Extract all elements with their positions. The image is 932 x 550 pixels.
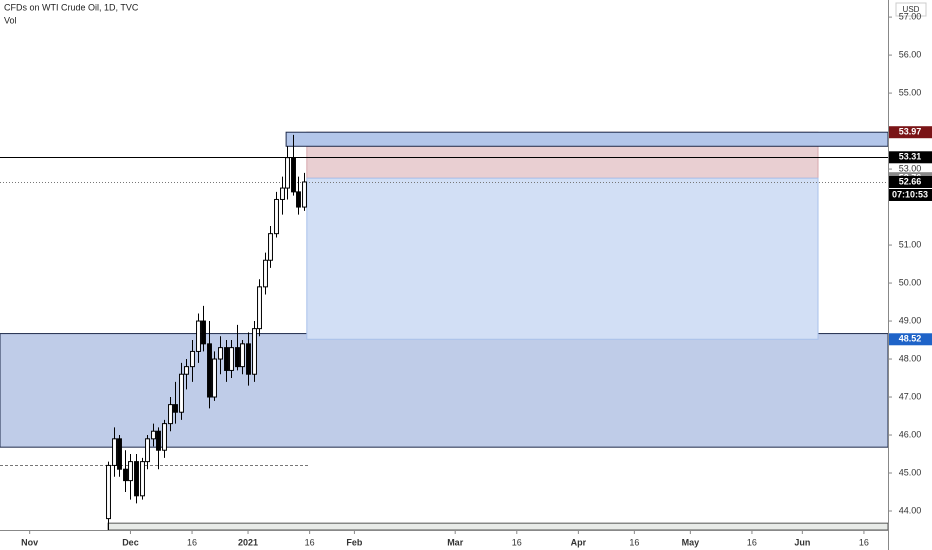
x-tick-label: Feb bbox=[346, 537, 363, 547]
price-label: 53.97 bbox=[899, 127, 922, 137]
y-tick-label: 45.00 bbox=[899, 467, 922, 477]
countdown-box bbox=[889, 188, 932, 201]
candle-body bbox=[296, 191, 301, 208]
price-label-box bbox=[889, 126, 932, 139]
candle-body bbox=[151, 430, 156, 440]
candle-body bbox=[173, 404, 178, 413]
indicator-label: Vol bbox=[4, 15, 17, 25]
candle-body bbox=[224, 347, 229, 371]
x-tick-label: Dec bbox=[122, 537, 139, 547]
price-label-box bbox=[889, 333, 932, 346]
candle-body bbox=[196, 320, 201, 352]
candle-body bbox=[280, 187, 285, 200]
candle-body bbox=[212, 358, 217, 398]
candle-body bbox=[156, 430, 161, 451]
candle-body bbox=[274, 198, 279, 235]
plot-area bbox=[0, 131, 889, 531]
x-tick-label: Apr bbox=[571, 537, 587, 547]
price-label: 52.66 bbox=[899, 176, 922, 186]
candle-body bbox=[207, 343, 212, 398]
y-tick-label: 48.00 bbox=[899, 353, 922, 363]
price-label: 48.52 bbox=[899, 334, 922, 344]
y-tick-label: 56.00 bbox=[899, 49, 922, 59]
candle-body bbox=[184, 366, 189, 375]
zone bbox=[285, 131, 889, 147]
price-label-box bbox=[889, 175, 932, 188]
candle-body bbox=[302, 181, 307, 208]
y-tick-label: 47.00 bbox=[899, 391, 922, 401]
zone bbox=[0, 333, 889, 448]
candle-body bbox=[112, 438, 117, 466]
candle-body bbox=[268, 233, 273, 261]
candle-body bbox=[168, 404, 173, 425]
candle-body bbox=[201, 320, 206, 345]
candle-body bbox=[117, 438, 122, 470]
candle-body bbox=[235, 347, 240, 368]
zone bbox=[107, 522, 889, 531]
x-tick-label: 16 bbox=[747, 537, 757, 547]
x-tick-label: Jun bbox=[794, 537, 810, 547]
price-label: 53.31 bbox=[899, 152, 922, 162]
y-tick-label: 50.00 bbox=[899, 277, 922, 287]
y-tick-label: 44.00 bbox=[899, 505, 922, 515]
candle-body bbox=[257, 286, 262, 330]
candle-body bbox=[218, 347, 223, 360]
y-tick-label: 55.00 bbox=[899, 87, 922, 97]
y-tick-label: 53.00 bbox=[899, 163, 922, 173]
candle-body bbox=[145, 438, 150, 463]
candle-body bbox=[106, 464, 111, 520]
countdown: 07:10:53 bbox=[892, 189, 928, 199]
y-tick-label: 51.00 bbox=[899, 239, 922, 249]
candle-body bbox=[162, 423, 167, 451]
candle-body bbox=[128, 461, 133, 482]
candle-body bbox=[263, 259, 268, 288]
y-tick-label: 46.00 bbox=[899, 429, 922, 439]
candle-body bbox=[190, 350, 195, 368]
x-tick-label: 16 bbox=[859, 537, 869, 547]
x-tick-label: 16 bbox=[305, 537, 315, 547]
candle-body bbox=[140, 461, 145, 497]
candle-body bbox=[229, 347, 234, 371]
candle-body bbox=[123, 468, 128, 482]
candle-body bbox=[291, 157, 296, 193]
x-tick-label: 16 bbox=[629, 537, 639, 547]
chart-title: CFDs on WTI Crude Oil, 1D, TVC bbox=[4, 2, 139, 12]
candle-body bbox=[134, 461, 139, 497]
zone bbox=[306, 177, 819, 340]
candle-body bbox=[252, 328, 257, 375]
candle-body bbox=[179, 373, 184, 413]
x-tick-label: Mar bbox=[447, 537, 464, 547]
candle-body bbox=[240, 343, 245, 368]
currency[interactable]: USD bbox=[903, 5, 920, 14]
price-label-box bbox=[889, 151, 932, 164]
y-tick-label: 49.00 bbox=[899, 315, 922, 325]
currency-box[interactable] bbox=[895, 2, 927, 17]
candle-body bbox=[246, 343, 251, 375]
candle-body bbox=[285, 157, 290, 189]
x-tick-label: Nov bbox=[21, 537, 38, 547]
x-tick-label: 16 bbox=[512, 537, 522, 547]
x-tick-label: May bbox=[682, 537, 700, 547]
y-tick-label: 57.00 bbox=[899, 11, 922, 21]
x-tick-label: 2021 bbox=[238, 537, 258, 547]
x-tick-label: 16 bbox=[187, 537, 197, 547]
